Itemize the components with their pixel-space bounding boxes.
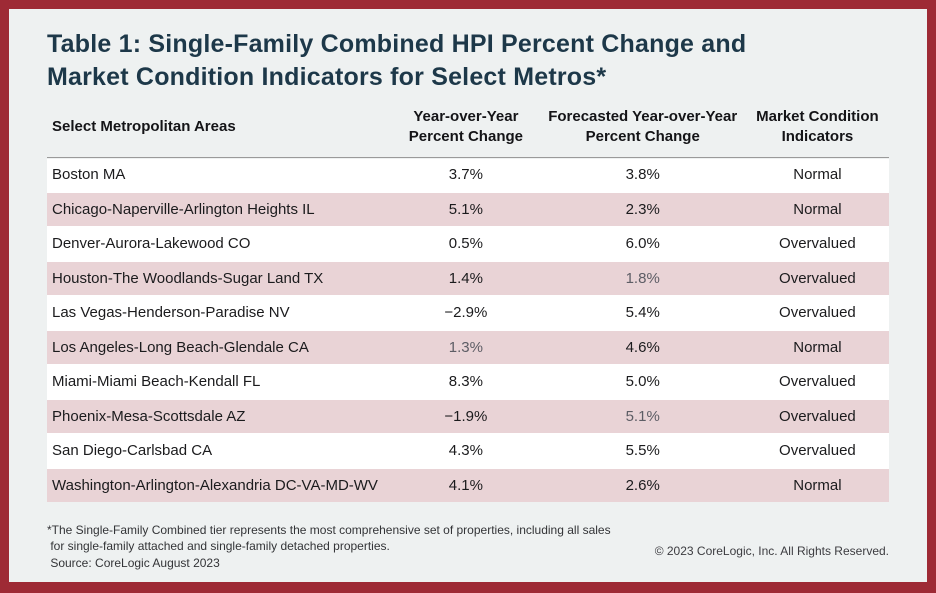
forecast-value: 5.0% <box>625 373 660 391</box>
forecast-value: 5.4% <box>625 304 660 322</box>
indicator-value: Overvalued <box>779 442 856 460</box>
copyright-text: © 2023 CoreLogic, Inc. All Rights Reserv… <box>654 543 889 558</box>
metro-name: Los Angeles-Long Beach-Glendale CA <box>52 338 309 356</box>
yoy-value: 1.4% <box>448 269 483 287</box>
yoy-value: 0.5% <box>448 235 483 253</box>
header-divider <box>47 156 889 158</box>
column-header-indicator: Market Condition Indicators <box>756 108 879 146</box>
forecast-value: 5.1% <box>625 407 660 425</box>
metro-name: Chicago-Naperville-Arlington Heights IL <box>52 200 315 218</box>
metro-name: Boston MA <box>52 166 126 184</box>
metro-name: Phoenix-Mesa-Scottsdale AZ <box>52 407 246 425</box>
table-row: Phoenix-Mesa-Scottsdale AZ −1.9% 5.1% Ov… <box>47 400 889 435</box>
column-header-yoy: Year-over-Year Percent Change <box>408 108 523 146</box>
forecast-value: 4.6% <box>625 338 660 356</box>
indicator-value: Normal <box>793 338 842 356</box>
footnote-text: *The Single-Family Combined tier represe… <box>47 522 611 571</box>
yoy-value: −1.9% <box>444 407 488 425</box>
indicator-value: Overvalued <box>779 269 856 287</box>
metro-name: San Diego-Carlsbad CA <box>52 442 213 460</box>
yoy-value: 4.3% <box>448 442 483 460</box>
yoy-value: 5.1% <box>448 200 483 218</box>
metro-name: Houston-The Woodlands-Sugar Land TX <box>52 269 324 287</box>
indicator-value: Overvalued <box>779 235 856 253</box>
table-row: Washington-Arlington-Alexandria DC-VA-MD… <box>47 469 889 502</box>
indicator-value: Overvalued <box>779 304 856 322</box>
forecast-value: 6.0% <box>625 235 660 253</box>
table-row: Las Vegas-Henderson-Paradise NV −2.9% 5.… <box>47 296 889 331</box>
metro-name: Miami-Miami Beach-Kendall FL <box>52 373 261 391</box>
table-header-row: Select Metropolitan Areas Year-over-Year… <box>47 107 889 148</box>
yoy-value: −2.9% <box>444 304 488 322</box>
table-body: Boston MA 3.7% 3.8% Normal Chicago-Naper… <box>47 158 889 502</box>
forecast-value: 5.5% <box>625 442 660 460</box>
table-row: Houston-The Woodlands-Sugar Land TX 1.4%… <box>47 262 889 297</box>
forecast-value: 2.6% <box>625 476 660 494</box>
yoy-value: 4.1% <box>448 476 483 494</box>
metro-name: Washington-Arlington-Alexandria DC-VA-MD… <box>52 476 378 494</box>
indicator-value: Overvalued <box>779 373 856 391</box>
table-row: Los Angeles-Long Beach-Glendale CA 1.3% … <box>47 331 889 366</box>
indicator-value: Normal <box>793 166 842 184</box>
indicator-value: Overvalued <box>779 407 856 425</box>
indicator-value: Normal <box>793 200 842 218</box>
yoy-value: 8.3% <box>448 373 483 391</box>
column-header-forecast: Forecasted Year-over-Year Percent Change <box>548 108 738 146</box>
forecast-value: 1.8% <box>625 269 660 287</box>
metro-name: Denver-Aurora-Lakewood CO <box>52 235 251 253</box>
indicator-value: Normal <box>793 476 842 494</box>
table-row: San Diego-Carlsbad CA 4.3% 5.5% Overvalu… <box>47 434 889 469</box>
table-row: Boston MA 3.7% 3.8% Normal <box>47 158 889 193</box>
forecast-value: 2.3% <box>625 200 660 218</box>
figure-content: Table 1: Single-Family Combined HPI Perc… <box>9 28 927 572</box>
column-header-metro: Select Metropolitan Areas <box>52 118 236 136</box>
table-row: Denver-Aurora-Lakewood CO 0.5% 6.0% Over… <box>47 227 889 262</box>
figure-title: Table 1: Single-Family Combined HPI Perc… <box>47 30 747 91</box>
table-row: Miami-Miami Beach-Kendall FL 8.3% 5.0% O… <box>47 365 889 400</box>
figure-footer: *The Single-Family Combined tier represe… <box>47 522 889 572</box>
forecast-value: 3.8% <box>625 166 660 184</box>
yoy-value: 1.3% <box>448 338 483 356</box>
metro-name: Las Vegas-Henderson-Paradise NV <box>52 304 290 322</box>
table-row: Chicago-Naperville-Arlington Heights IL … <box>47 193 889 228</box>
yoy-value: 3.7% <box>448 166 483 184</box>
